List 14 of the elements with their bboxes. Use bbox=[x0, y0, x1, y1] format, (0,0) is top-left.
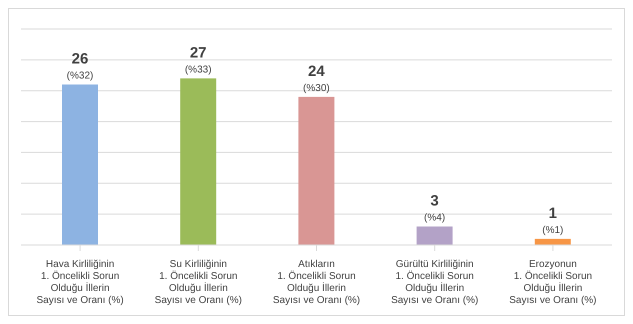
bar bbox=[180, 78, 216, 245]
x-tick-label: Gürültü Kirliliğinin 1. Öncelikli Sorun Olduğu İllerin Sayısı ve Oranı (%) bbox=[391, 259, 478, 306]
x-tick-label: Hava Kirliliğinin 1. Öncelikli Sorun Olduğu İllerin Sayısı ve Oranı (%) bbox=[36, 259, 124, 306]
data-label: 26 (%32) bbox=[66, 50, 94, 82]
data-label: 3 (%4) bbox=[424, 192, 446, 224]
data-label: 27 (%33) bbox=[184, 44, 212, 76]
bar bbox=[416, 226, 453, 245]
x-tick-label: Su Kirliliğinin 1. Öncelikli Sorun Olduğu İllerin Sayısı ve Oranı (%) bbox=[154, 259, 242, 306]
data-label: 24 (%30) bbox=[303, 62, 330, 94]
bar bbox=[298, 96, 334, 245]
data-label: 1 (%1) bbox=[542, 204, 564, 236]
x-tick-label: Atıkların 1. Öncelikli Sorun Olduğu İllerin Sayısı ve Oranı (%) bbox=[272, 259, 360, 306]
x-tick-label: Erozyonun 1. Öncelikli Sorun Olduğu İllerin Sayısı ve Oranı (%) bbox=[509, 259, 597, 306]
bar bbox=[62, 84, 98, 245]
